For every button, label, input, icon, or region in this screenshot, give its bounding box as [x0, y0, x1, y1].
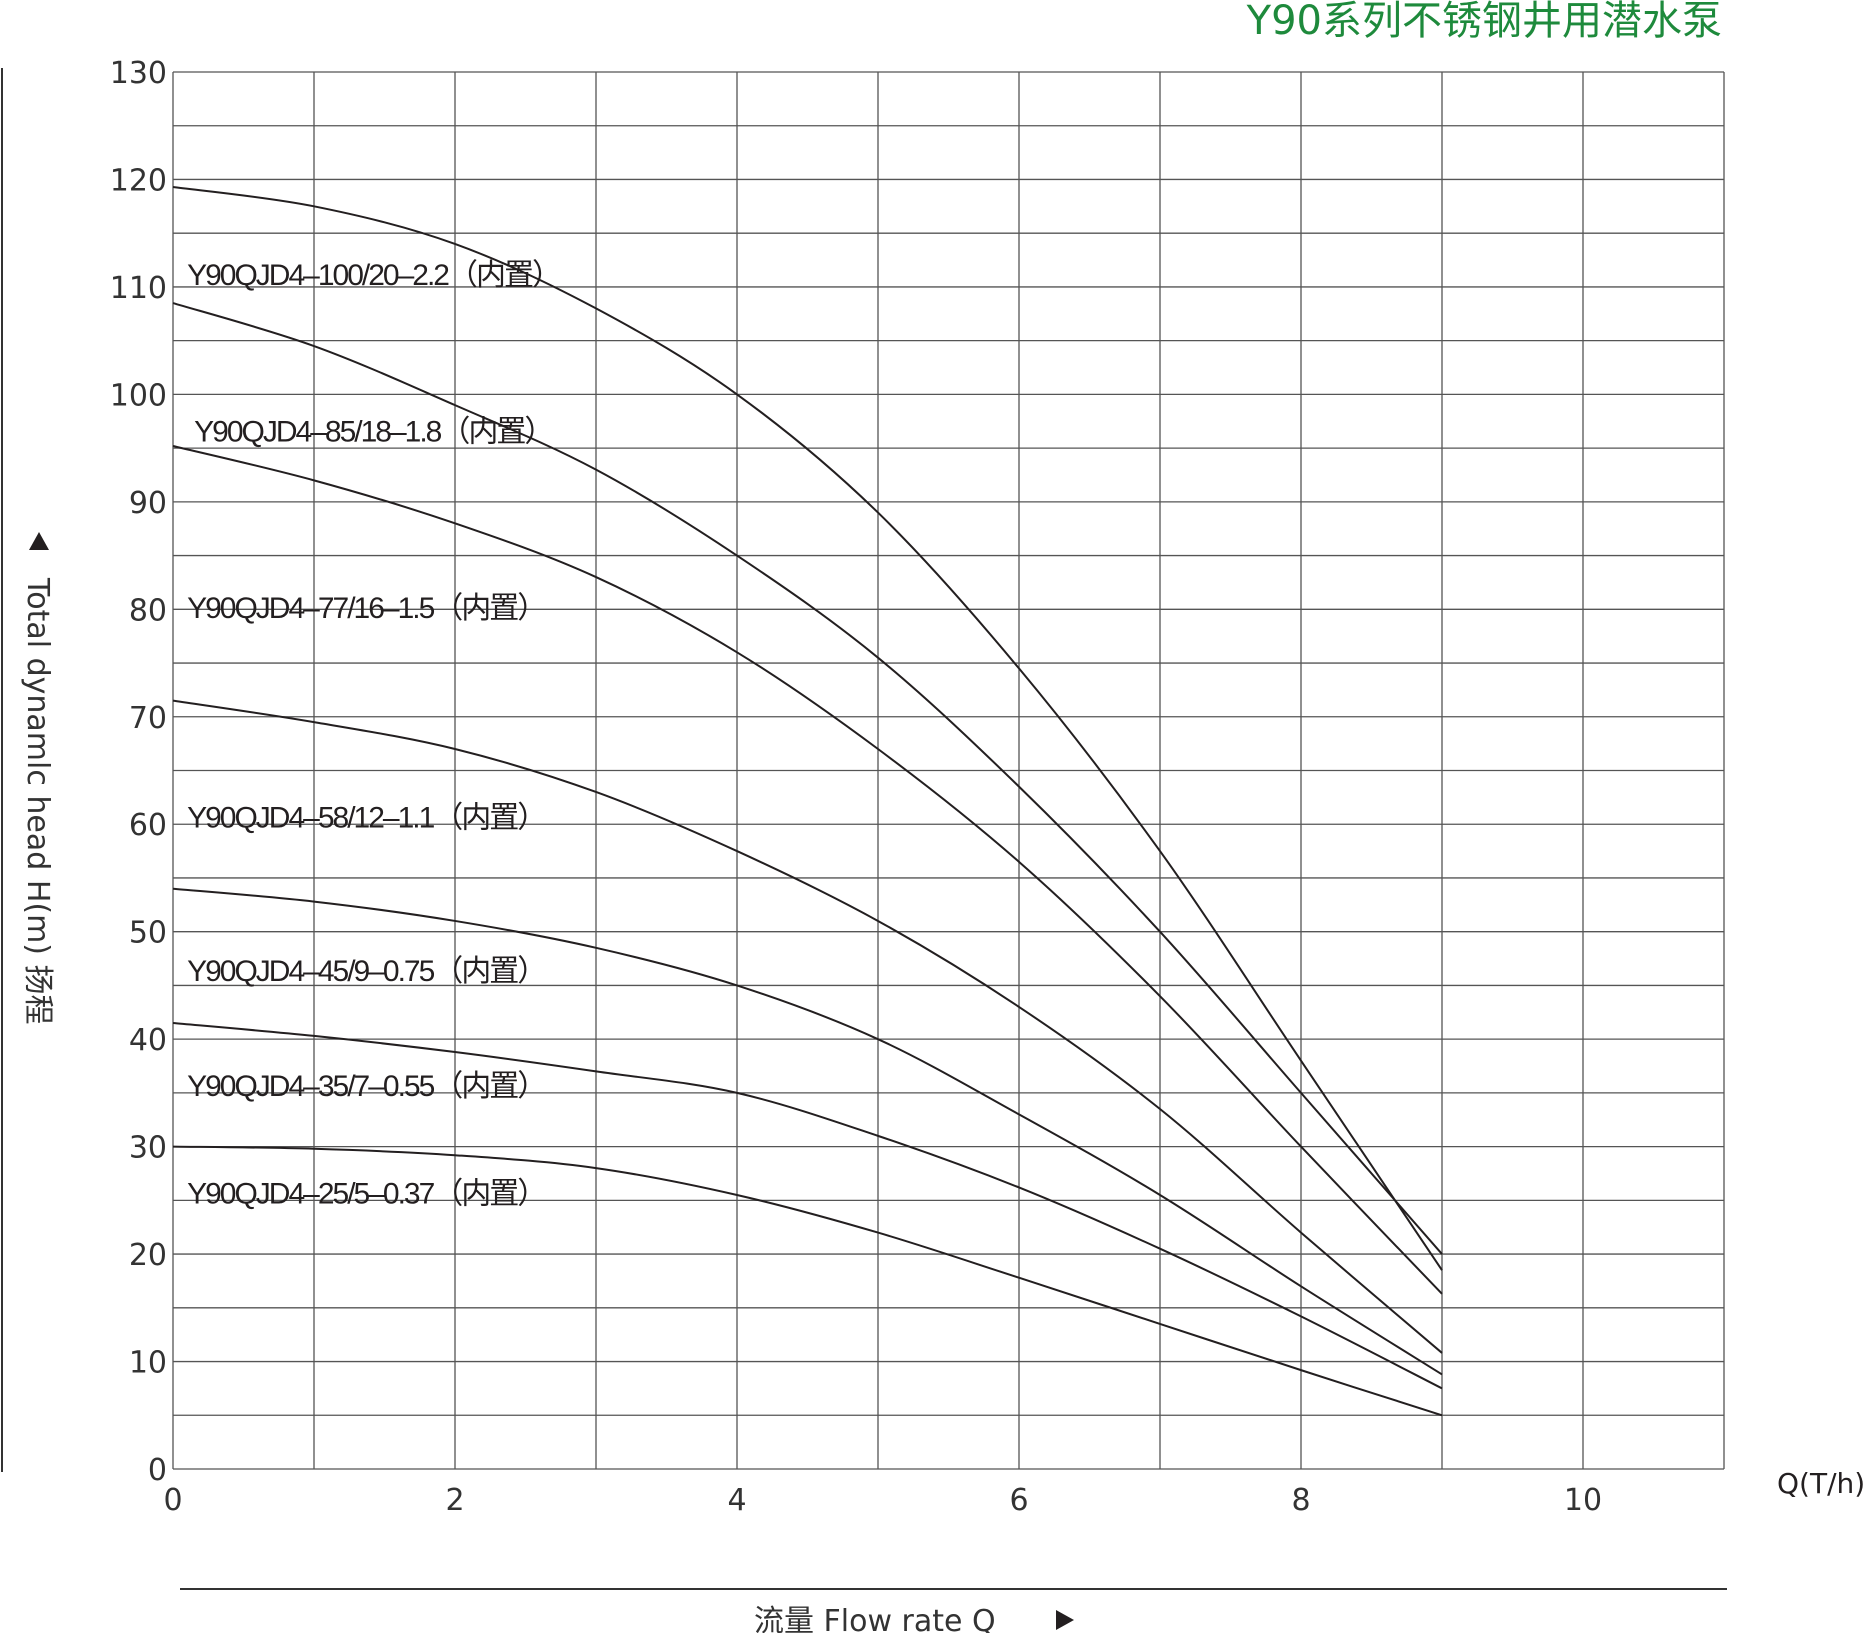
- y-tick-label: 70: [129, 701, 167, 736]
- series-line: [172, 302, 1443, 1255]
- y-axis-title: Total dynamlc head H(m) 扬程: [20, 577, 55, 1025]
- x-tick-label: 6: [1009, 1483, 1028, 1518]
- y-tick-label: 80: [129, 593, 167, 628]
- y-tick-label: 100: [110, 378, 167, 413]
- series-line: [172, 1022, 1443, 1390]
- x-axis-arrow-icon: [1056, 1610, 1074, 1630]
- series-line: [172, 185, 1443, 1271]
- performance-curves: [172, 185, 1443, 1417]
- x-tick-label: 2: [445, 1483, 464, 1518]
- x-axis-unit: Q(T/h): [1777, 1467, 1865, 1500]
- y-tick-label: 130: [110, 56, 167, 91]
- y-tick-label: 90: [129, 486, 167, 521]
- grid-lines: [172, 71, 1725, 1470]
- curve-label: Y90QJD4–45/9–0.75（内置）: [187, 955, 545, 988]
- y-tick-labels: 0 10 20 30 40 50 60 70 80 90 100 110 120 130: [110, 56, 167, 1488]
- y-tick-label: 40: [129, 1023, 167, 1058]
- curve-label: Y90QJD4–35/7–0.55（内置）: [187, 1070, 545, 1103]
- x-tick-label: 10: [1564, 1483, 1602, 1518]
- x-tick-label: 8: [1291, 1483, 1310, 1518]
- y-tick-label: 20: [129, 1238, 167, 1273]
- curve-label: Y90QJD4–100/20–2.2（内置）: [187, 259, 560, 292]
- series-line: [172, 699, 1443, 1354]
- y-tick-label: 120: [110, 163, 167, 198]
- y-tick-label: 60: [129, 808, 167, 843]
- chart-title: Y90系列不锈钢井用潜水泵: [1246, 0, 1722, 44]
- series-line: [172, 1145, 1443, 1417]
- curve-label: Y90QJD4–25/5–0.37（内置）: [187, 1178, 545, 1211]
- y-tick-label: 10: [129, 1346, 167, 1381]
- curve-label: Y90QJD4–58/12–1.1（内置）: [187, 801, 545, 834]
- series-line: [172, 444, 1443, 1295]
- x-tick-label: 0: [163, 1483, 182, 1518]
- y-axis-arrow-icon: [29, 532, 49, 550]
- curve-label: Y90QJD4–77/16–1.5（内置）: [187, 592, 545, 625]
- curve-labels: Y90QJD4–100/20–2.2（内置） Y90QJD4–85/18–1.8（…: [187, 259, 562, 1211]
- y-tick-label: 110: [110, 271, 167, 306]
- series-line: [172, 887, 1443, 1376]
- y-tick-label: 50: [129, 916, 167, 951]
- y-tick-label: 0: [148, 1453, 167, 1488]
- curve-label: Y90QJD4–85/18–1.8（内置）: [194, 416, 552, 449]
- y-tick-label: 30: [129, 1131, 167, 1166]
- x-tick-labels: 0 2 4 6 8 10: [163, 1483, 1602, 1518]
- x-tick-label: 4: [727, 1483, 746, 1518]
- x-axis-title: 流量 Flow rate Q: [754, 1604, 996, 1633]
